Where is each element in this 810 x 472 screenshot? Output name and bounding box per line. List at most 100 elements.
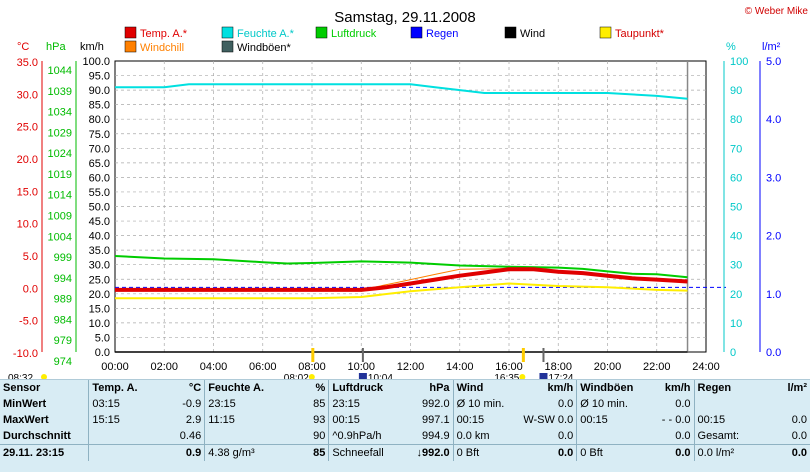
statistics-table: Sensor Temp. A. °C Feuchte A.% Luftdruck hPa W… (0, 380, 810, 461)
wind-unit-label: km/h (80, 41, 104, 53)
temp-tick: -10.0 (13, 348, 38, 360)
pressure-tick: 999 (54, 252, 72, 264)
legend-label: Wind (520, 28, 545, 40)
pressure-tick: 1024 (48, 148, 72, 160)
stat-cell (762, 396, 810, 412)
stat-cell: 0.0 km (452, 428, 521, 445)
stat-cell: 992.0 (422, 398, 450, 410)
stat-cell: Temp. A. (88, 380, 159, 396)
temp-unit-label: °C (17, 41, 29, 53)
stat-cell: Regen (693, 380, 762, 396)
humidity-tick: 100 (730, 56, 748, 68)
stat-cell (204, 428, 274, 445)
legend-label: Temp. A.* (140, 28, 188, 40)
humidity-unit-label: % (726, 41, 736, 53)
legend-swatch (124, 40, 137, 53)
stat-cell: W-SW 0.0 (523, 414, 574, 426)
rain-tick: 1.0 (766, 289, 781, 301)
legend-swatch (504, 26, 517, 39)
stat-cell: Sensor (3, 382, 41, 394)
wind-tick: 90.0 (89, 85, 110, 97)
stat-cell: 03:15 (88, 396, 159, 412)
stat-cell: Windböen (576, 380, 644, 396)
series-taupunkt (115, 282, 688, 300)
legend-label: Regen (426, 28, 458, 40)
stat-cell: 93 (313, 414, 326, 426)
pressure-tick: 1009 (48, 211, 72, 223)
wind-tick: 45.0 (89, 216, 110, 228)
pressure-tick: 1029 (48, 127, 72, 139)
pressure-tick: 1019 (48, 169, 72, 181)
stat-cell: 00:15 (452, 412, 521, 428)
stat-cell (576, 428, 644, 445)
pressure-tick: 1034 (48, 107, 72, 119)
wind-tick: 25.0 (89, 274, 110, 286)
sun-icon (519, 374, 526, 379)
moonrise-time: 10:04 (368, 373, 393, 379)
temp-tick: 25.0 (17, 122, 38, 134)
humidity-tick: 40 (730, 231, 742, 243)
time-tick: 24:00 (692, 361, 720, 373)
legend: Temp. A.* Feuchte A.* Luftdruck Regen Wind Ta… (124, 26, 665, 54)
pressure-tick: 974 (54, 356, 72, 368)
moon-icon (539, 373, 548, 379)
stat-cell: Ø 10 min. (576, 396, 644, 412)
temp-tick: 10.0 (17, 219, 38, 231)
wind-tick: 65.0 (89, 158, 110, 170)
humidity-tick: 50 (730, 202, 742, 214)
stat-cell: ^0.9hPa/h (328, 428, 396, 445)
stat-cell: ↓992.0 (395, 444, 454, 461)
stat-cell: 0 Bft (452, 444, 521, 461)
temp-tick: 35.0 (17, 57, 38, 69)
legend-swatch (221, 26, 234, 39)
stat-cell: Feuchte A. (204, 380, 274, 396)
wind-tick: 30.0 (89, 260, 110, 272)
stat-cell: 00:15 (576, 412, 644, 428)
wind-tick: 95.0 (89, 71, 110, 83)
stat-row: MaxWert 15:15 2.9 11:15 93 00:15 997.1 00:15 W-S… (0, 412, 810, 428)
legend-label: Taupunkt* (615, 28, 665, 40)
time-tick: 00:00 (101, 361, 129, 373)
temp-tick: 20.0 (17, 154, 38, 166)
humidity-tick: 90 (730, 85, 742, 97)
pressure-tick: 1004 (48, 231, 72, 243)
humidity-tick: 80 (730, 114, 742, 126)
stat-cell: 0.0 (557, 430, 574, 442)
stat-row: MinWert 03:15 -0.9 23:15 85 23:15 992.0 Ø 10 mi… (0, 396, 810, 412)
temp-tick: 5.0 (23, 251, 38, 263)
stat-cell: 994.9 (422, 430, 450, 442)
wind-tick: 85.0 (89, 100, 110, 112)
time-tick: 22:00 (643, 361, 671, 373)
sunset-time: 16:35 (494, 373, 519, 379)
pressure-unit-label: hPa (46, 41, 66, 53)
stat-cell (693, 396, 762, 412)
humidity-tick: 0 (730, 347, 736, 359)
time-tick: 12:00 (397, 361, 425, 373)
weather-chart: Samstag, 29.11.2008 © Weber Mike Temp. A… (8, 6, 808, 379)
rain-tick: 4.0 (766, 114, 781, 126)
stat-row: Durchschnitt 0.46 90 ^0.9hPa/h 994.9 0.0 km 0.… (0, 428, 810, 445)
legend-label: Luftdruck (331, 28, 377, 40)
stat-cell: Durchschnitt (3, 430, 71, 442)
legend-label: Windchill (140, 42, 184, 54)
stat-cell: 997.1 (422, 414, 450, 426)
stat-cell: -0.9 (182, 398, 202, 410)
time-tick: 20:00 (594, 361, 622, 373)
stat-cell: 23:15 (204, 396, 274, 412)
stat-cell: 29.11. 23:15 (0, 444, 89, 461)
stat-cell: 85 (313, 398, 326, 410)
sunrise-time: 08:02 (284, 373, 309, 379)
stat-cell: 0.46 (179, 430, 202, 442)
stat-header-row: Sensor Temp. A. °C Feuchte A.% Luftdruck hPa W… (0, 380, 810, 396)
stat-cell: Ø 10 min. (452, 396, 521, 412)
stat-row: 29.11. 23:15 0.9 4.38 g/m³ 85 Schneefall ↓992… (0, 444, 810, 461)
temp-tick: 0.0 (23, 283, 38, 295)
humidity-tick: 70 (730, 143, 742, 155)
stat-cell: MinWert (3, 398, 47, 410)
legend-swatch (599, 26, 612, 39)
moon-icon (358, 373, 367, 379)
stat-cell: 90 (313, 430, 326, 442)
stat-cell: km/h (547, 382, 574, 394)
stat-cell: - - 0.0 (661, 414, 691, 426)
chart-title: Samstag, 29.11.2008 (334, 9, 476, 26)
